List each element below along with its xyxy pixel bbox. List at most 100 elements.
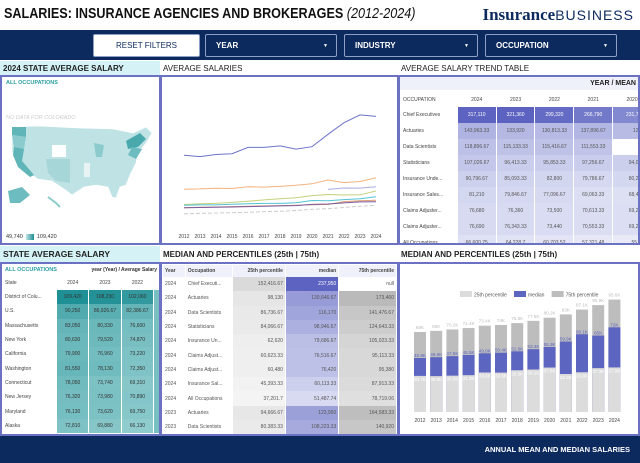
data-label: 70.2K — [446, 322, 459, 327]
table-row[interactable]: Actuaries 143,963.33 133,920 130,813.33 137,… — [403, 123, 638, 139]
series-line[interactable] — [183, 204, 377, 215]
reset-filters-button[interactable]: RESET FILTERS — [93, 34, 200, 57]
legend-label[interactable]: 25th percentile — [474, 293, 507, 299]
col-header[interactable]: Year — [163, 265, 185, 277]
table-row[interactable]: 2024 Actuaries 98,130 130,646.67 173,460 — [163, 291, 396, 306]
col-header-year[interactable]: 2020 — [626, 96, 638, 103]
data-label: 31.3K — [463, 376, 476, 381]
series-line[interactable] — [183, 196, 377, 206]
series-line[interactable] — [183, 114, 377, 158]
table-row[interactable]: 2024 Claims Adjust... 60,480 76,420 95,380 — [163, 362, 396, 378]
table-row[interactable]: Connecticut 78,050 73,740 69,310 — [5, 375, 159, 391]
bar-p25[interactable] — [478, 372, 491, 412]
mean-cell: 143,963.33 — [457, 123, 496, 139]
mean-cell: 321,360 — [496, 107, 535, 123]
col-header[interactable]: Occupation — [186, 265, 232, 277]
cell: Statisticians — [185, 319, 232, 335]
table-row[interactable]: New York 80,630 79,520 74,870 — [5, 332, 159, 348]
table-row[interactable]: 2024 Insurance Sal... 45,393.33 60,113.33 87… — [163, 377, 396, 392]
col-header-year[interactable]: 2021 — [587, 96, 599, 103]
table-row[interactable]: Washington 81,550 78,130 72,350 — [5, 361, 159, 376]
industry-dropdown[interactable]: INDUSTRY ▼ — [344, 34, 478, 57]
bar-p25[interactable] — [608, 367, 621, 412]
table-row[interactable]: Insurance Unde... 90,796.67 85,093.33 82,80… — [403, 171, 638, 187]
cell: All Occupations — [185, 391, 232, 406]
bar-p25[interactable] — [576, 372, 588, 412]
table-row[interactable]: 2023 Data Scientists 80,383.33 108,223.33 14… — [163, 419, 396, 434]
cell: Chief Executi... — [185, 277, 232, 292]
cell: Data Scientists — [185, 419, 232, 434]
legend-label[interactable]: median — [528, 293, 545, 299]
table-row[interactable]: Claims Adjuster... 76,690 76,343.33 73,440 7… — [403, 219, 638, 235]
cell: 2023 — [163, 419, 185, 434]
col-header-year[interactable]: 2022 — [131, 280, 143, 286]
col-header-occupation[interactable]: OCCUPATION — [403, 96, 436, 103]
table-row[interactable]: All Occupations 66,600.75 64,228.7 60,703.5… — [403, 235, 638, 243]
series-line[interactable] — [183, 177, 377, 190]
series-line[interactable] — [327, 186, 377, 190]
us-map[interactable] — [8, 123, 156, 209]
salary-cell: 69,310 — [121, 375, 154, 391]
table-row[interactable]: Massachusetts 83,050 80,330 76,600 — [5, 318, 159, 333]
bar-p25[interactable] — [414, 375, 426, 412]
table-row[interactable]: Statisticians 107,026.67 96,413.33 95,853.3… — [403, 155, 638, 171]
cell: 124,643.33 — [339, 319, 396, 335]
col-header-year[interactable]: 2024 — [471, 96, 483, 103]
table-row[interactable]: Claims Adjuster... 76,680 76,360 73,500 70,6… — [403, 203, 638, 219]
bar-p25[interactable] — [446, 375, 459, 412]
table-row[interactable]: 2024 Data Scientists 86,736.67 116,170 141,4… — [163, 305, 396, 320]
bar-p25[interactable] — [495, 372, 507, 412]
col-header-year[interactable]: 2023 — [509, 96, 522, 103]
table-row[interactable]: 2023 Actuaries 94,666.67 123,950 164,583.33 — [163, 405, 396, 420]
bar-p25[interactable] — [430, 376, 443, 412]
col-header-state[interactable]: State — [5, 280, 17, 286]
table-row[interactable]: 2024 Chief Executi... 152,416.67 237,950 nul… — [163, 277, 396, 292]
cell: 2024 — [163, 319, 185, 335]
col-header[interactable]: median — [286, 265, 338, 277]
table-row[interactable]: 2024 Insurance Un... 62,620 79,686.67 105,02… — [163, 334, 396, 349]
salary-cell: 76,960 — [89, 347, 121, 362]
col-header-year[interactable]: 2023 — [99, 280, 111, 286]
table-row[interactable]: Insurance Sales... 81,210 79,846.67 77,096.… — [403, 187, 638, 203]
col-header-year[interactable]: 2024 — [67, 280, 79, 286]
table-row[interactable]: Chief Executives 317,110 321,360 299,320 266… — [403, 107, 638, 123]
col-header[interactable]: 75th percentile — [339, 265, 396, 277]
mean-cell: 69,203.33 — [613, 219, 638, 235]
data-label: 68K — [416, 325, 425, 330]
bar-p25[interactable] — [559, 374, 572, 412]
table-row[interactable]: 2024 Statisticians 84,066.67 98,946.67 124,6… — [163, 319, 396, 335]
occupation-cell: Data Scientists — [403, 144, 437, 150]
table-row[interactable]: Maryland 76,130 73,620 69,750 — [5, 404, 159, 419]
table-row[interactable]: 2024 All Occupations 37,201.7 51,487.74 78,7… — [163, 391, 396, 406]
occupation-dropdown[interactable]: OCCUPATION ▼ — [485, 34, 617, 57]
cell: 37,201.7 — [232, 391, 285, 406]
col-header[interactable]: 25th percentile — [233, 265, 285, 277]
table-row[interactable]: New Jersey 76,320 73,980 70,890 — [5, 390, 159, 405]
table-row[interactable]: U.S. 90,250 86,926.67 82,386.67 — [5, 304, 159, 319]
salary-cell: 72,350 — [121, 361, 154, 376]
cell: 108,223.33 — [285, 419, 339, 434]
table-row[interactable]: Data Scientists 118,896.67 115,133.33 115,4… — [403, 139, 638, 155]
salary-cell: 76,600 — [121, 318, 154, 333]
legend-swatch — [551, 291, 564, 297]
map-panel-title: 2024 STATE AVERAGE SALARY — [0, 61, 160, 75]
legend-label[interactable]: 75th percentile — [566, 293, 599, 299]
table-row[interactable]: District of Colu... 109,420 108,230 102,060 — [5, 290, 159, 305]
col-header-year[interactable]: 2022 — [548, 96, 560, 103]
bar-p25[interactable] — [543, 367, 556, 412]
state-cell: U.S. — [5, 308, 15, 315]
occupation-cell: Insurance Sales... — [403, 192, 444, 198]
bar-p25[interactable] — [527, 369, 540, 412]
bar-p25[interactable] — [462, 375, 475, 412]
table-row[interactable]: 2024 Claims Adjust... 60,623.33 76,516.67 95… — [163, 348, 396, 363]
line-panel-title: AVERAGE SALARIES — [163, 63, 243, 73]
data-label: 87.1K — [576, 303, 589, 308]
series-line[interactable] — [183, 201, 377, 209]
table-row[interactable]: Alaska 72,810 69,880 66,130 — [5, 418, 159, 433]
table-row[interactable]: California 79,900 76,960 73,220 — [5, 347, 159, 362]
year-dropdown[interactable]: YEAR ▼ — [205, 34, 337, 57]
series-line[interactable] — [183, 190, 377, 205]
cell: Claims Adjust... — [185, 362, 232, 378]
bar-p25[interactable] — [511, 370, 524, 412]
bar-p25[interactable] — [592, 368, 605, 412]
